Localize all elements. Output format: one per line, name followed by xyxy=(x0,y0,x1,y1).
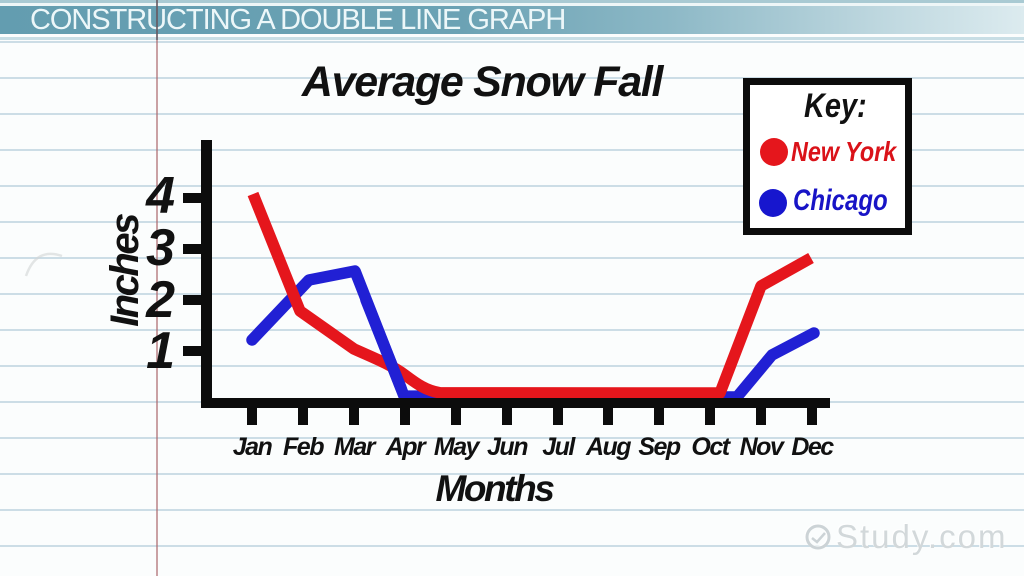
svg-text:Study.com: Study.com xyxy=(835,518,1006,554)
svg-text:Study.com: Study.com xyxy=(836,518,1007,555)
